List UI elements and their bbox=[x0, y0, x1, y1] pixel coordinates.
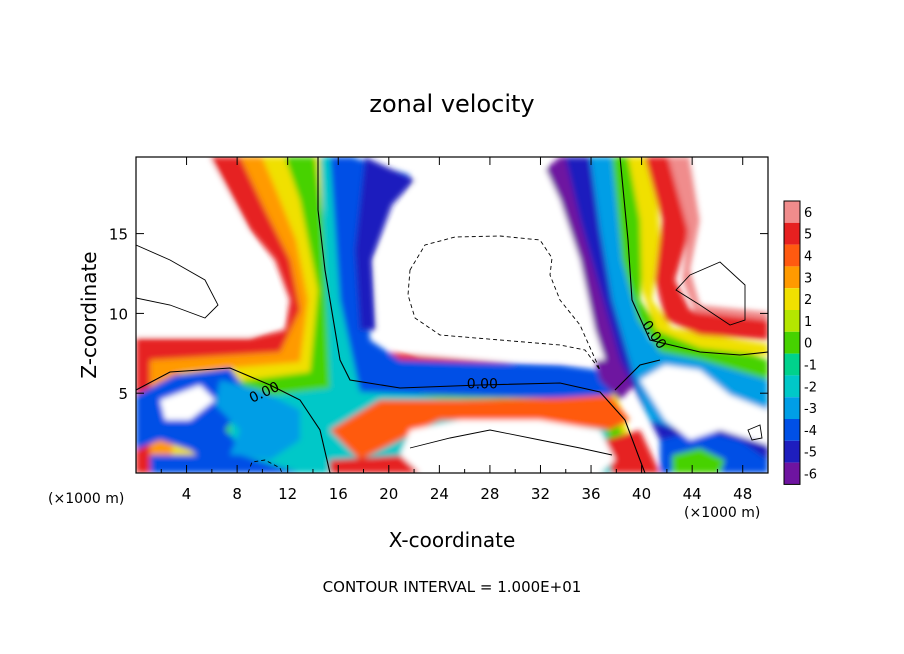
x-tick-label: 8 bbox=[232, 485, 242, 503]
x-tick-label: 40 bbox=[632, 485, 651, 503]
lower-right-red-tongue bbox=[605, 430, 660, 473]
x-tick-label: 16 bbox=[329, 485, 348, 503]
colorbar-label: -5 bbox=[804, 446, 817, 461]
contour-label: 0.00 bbox=[467, 376, 498, 392]
colorbar-label: -3 bbox=[804, 402, 817, 417]
right-mid-white-region bbox=[640, 365, 768, 445]
plot-frame bbox=[135, 156, 769, 474]
colorbar-label: -1 bbox=[804, 359, 817, 374]
x-tick-label: 24 bbox=[430, 485, 449, 503]
plot-area: 0.00 0.000.00 bbox=[136, 157, 768, 473]
colorbar-swatch bbox=[784, 375, 800, 398]
lower-blue-bottom-strip bbox=[150, 455, 300, 473]
colorbar-swatch bbox=[784, 310, 800, 332]
zero-contour-right bbox=[619, 157, 768, 356]
x-axis-title: X-coordinate bbox=[389, 528, 516, 552]
colorbar-label: -6 bbox=[804, 468, 817, 483]
colorbar-label: 0 bbox=[804, 337, 812, 352]
central-white-region bbox=[378, 157, 605, 360]
negative-contours bbox=[247, 235, 601, 473]
colorbar-swatch bbox=[784, 222, 800, 245]
x-tick-label: 4 bbox=[182, 485, 192, 503]
colorbar-swatch bbox=[784, 288, 800, 310]
x-tick-label: 20 bbox=[379, 485, 398, 503]
right-white-region bbox=[690, 160, 768, 305]
right-plume-pink-edge bbox=[668, 157, 768, 320]
lower-right-green-patch bbox=[672, 448, 725, 473]
colorbar-swatch bbox=[784, 331, 800, 354]
colorbar: 6 5 4 3 2 1 0 -1 -2 -3 -4 -5 -6 bbox=[783, 200, 817, 485]
y-tick-label: 10 bbox=[109, 305, 128, 323]
colorbar-swatch bbox=[784, 244, 800, 267]
colorbar-swatch bbox=[784, 397, 800, 419]
colorbar-label: 5 bbox=[804, 228, 812, 243]
upper-purple-lobe bbox=[355, 157, 415, 330]
colorbar-label: 4 bbox=[804, 250, 812, 265]
contour-lines bbox=[136, 157, 768, 473]
colorbar-label: 2 bbox=[804, 293, 812, 308]
x-unit-label-right: (×1000 m) bbox=[684, 505, 760, 521]
lower-red-ridge bbox=[330, 395, 630, 460]
x-tick-label: 12 bbox=[278, 485, 297, 503]
zero-contour-mid-right bbox=[614, 359, 661, 391]
left-plume-cyan-band bbox=[230, 157, 615, 473]
negative-contour-bottom-left bbox=[247, 459, 283, 473]
left-white-region bbox=[136, 160, 280, 335]
positive-contour-left bbox=[136, 244, 219, 319]
y-axis-title: Z-coordinate bbox=[77, 251, 101, 378]
bottom-red-tongue bbox=[330, 455, 420, 473]
lower-center-white-region bbox=[400, 420, 615, 473]
x-tick-label: 48 bbox=[733, 485, 752, 503]
zero-contour-left bbox=[317, 157, 646, 473]
colorbar-label: 1 bbox=[804, 315, 812, 330]
upper-blue-lobe bbox=[330, 157, 612, 400]
y-tick-label: 15 bbox=[109, 226, 128, 244]
colorbar-swatch bbox=[784, 201, 800, 223]
colorbar-label: -2 bbox=[804, 380, 817, 395]
lower-left-white-region bbox=[160, 385, 215, 420]
lower-left-teal-patch bbox=[215, 380, 300, 460]
colorbar-swatch bbox=[784, 462, 800, 485]
positive-contour-small-right bbox=[747, 424, 763, 441]
positive-contour-bottom bbox=[409, 429, 613, 456]
right-plume-yellow-band bbox=[628, 157, 768, 356]
right-plume-green-band bbox=[612, 157, 768, 380]
x-tick-label: 44 bbox=[683, 485, 702, 503]
contour-interval-text: CONTOUR INTERVAL = 1.000E+01 bbox=[323, 578, 582, 596]
x-tick-label: 32 bbox=[531, 485, 550, 503]
colorbar-swatch bbox=[784, 440, 800, 463]
x-tick-label: 36 bbox=[581, 485, 600, 503]
positive-contour-right bbox=[675, 261, 746, 326]
colorbar-label: 6 bbox=[804, 206, 812, 221]
x-unit-label-left: (×1000 m) bbox=[48, 491, 124, 507]
right-plume-purple-band bbox=[532, 157, 640, 400]
colorbar-swatch bbox=[784, 419, 800, 441]
x-tick-label: 28 bbox=[480, 485, 499, 503]
colorbar-swatch bbox=[784, 266, 800, 289]
colorbar-swatch bbox=[784, 353, 800, 376]
y-tick-label: 5 bbox=[118, 385, 128, 403]
zero-contour-lower-left bbox=[136, 367, 331, 473]
colorbar-label: 3 bbox=[804, 271, 812, 286]
right-plume-red-band bbox=[645, 157, 768, 340]
chart-title: zonal velocity bbox=[369, 90, 534, 118]
colorbar-label: -4 bbox=[804, 424, 817, 439]
colorbar-frame bbox=[783, 200, 801, 485]
